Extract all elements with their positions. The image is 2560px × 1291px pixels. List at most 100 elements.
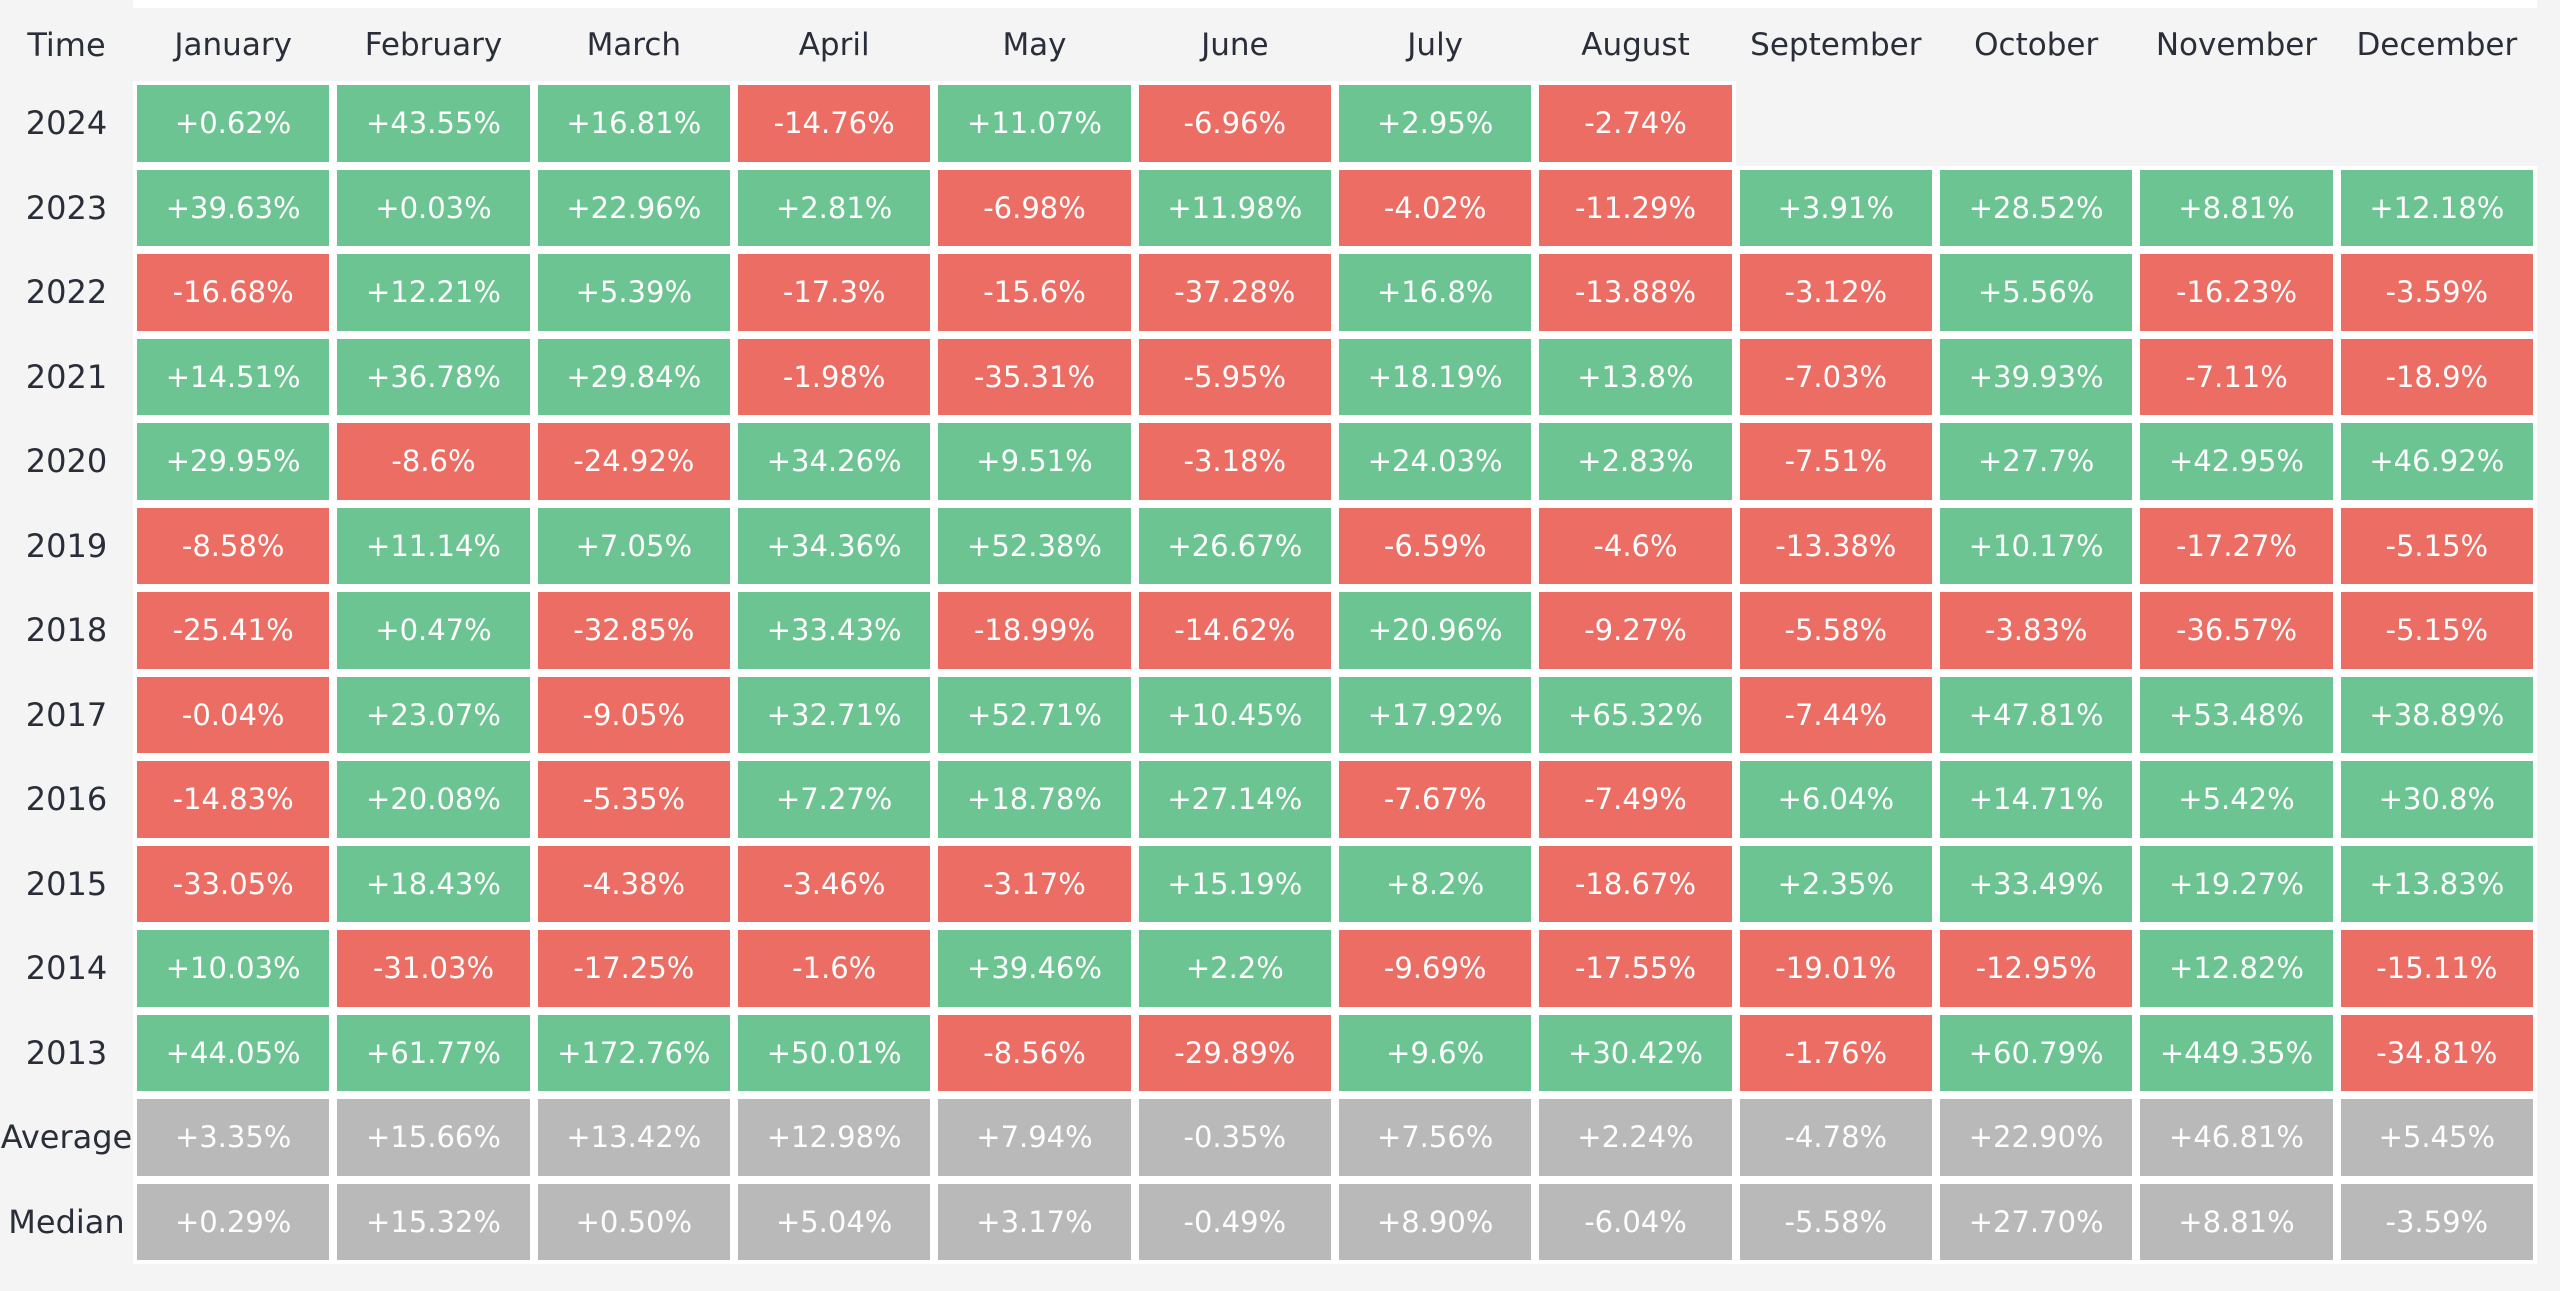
heatmap-cell: +27.70%: [1935, 1179, 2137, 1264]
heatmap-cell: -19.01%: [1735, 926, 1936, 1011]
heatmap-cell: +2.24%: [1535, 1095, 1736, 1180]
row-label-2019: 2019: [25, 526, 108, 565]
heatmap-cell: -18.67%: [1535, 841, 1736, 926]
heatmap-cell: -5.58%: [1735, 588, 1936, 673]
heatmap-cell: -7.11%: [2136, 334, 2337, 419]
heatmap-cell: +9.6%: [1334, 1010, 1536, 1095]
heatmap-cell: +16.8%: [1334, 250, 1536, 335]
heatmap-cell: -32.85%: [533, 588, 734, 673]
heatmap-cell: +29.84%: [533, 334, 734, 419]
row-label-2020: 2020: [25, 442, 108, 481]
heatmap-cell: -31.03%: [333, 926, 534, 1011]
heatmap-cell: +12.98%: [733, 1095, 935, 1180]
heatmap-cell: -1.6%: [733, 926, 935, 1011]
monthly-returns-heatmap: Time January February March April May June July…: [1, 25, 2537, 1264]
heatmap-cell: +5.45%: [2336, 1095, 2537, 1180]
heatmap-cell: -4.78%: [1735, 1095, 1936, 1180]
heatmap-cell: +30.8%: [2336, 757, 2537, 842]
heatmap-cell: +46.81%: [2136, 1095, 2337, 1180]
heatmap-cell: -3.83%: [1935, 588, 2137, 673]
heatmap-cell: -3.59%: [2336, 1179, 2537, 1264]
row-label-2022: 2022: [25, 273, 108, 312]
heatmap-cell: -12.95%: [1935, 926, 2137, 1011]
heatmap-cell: -18.99%: [934, 588, 1135, 673]
heatmap-cell: +8.81%: [2136, 165, 2337, 250]
month-header-april: April: [798, 26, 870, 63]
heatmap-cell: -4.02%: [1334, 165, 1536, 250]
heatmap-cell: +7.94%: [934, 1095, 1135, 1180]
heatmap-cell: -5.15%: [2336, 503, 2537, 588]
heatmap-cell: +11.98%: [1134, 165, 1335, 250]
heatmap-cell: -2.74%: [1535, 81, 1736, 166]
heatmap-cell: -0.35%: [1134, 1095, 1335, 1180]
heatmap-cell: +2.83%: [1535, 419, 1736, 504]
heatmap-cell: +47.81%: [1935, 672, 2137, 757]
heatmap-cell: +10.03%: [133, 926, 334, 1011]
heatmap-cell: +39.46%: [934, 926, 1135, 1011]
heatmap-cell: +3.35%: [133, 1095, 334, 1180]
heatmap-cell: +34.26%: [733, 419, 935, 504]
heatmap-cell: -1.76%: [1735, 1010, 1936, 1095]
heatmap-cell: +18.43%: [333, 841, 534, 926]
heatmap-cell: -35.31%: [934, 334, 1135, 419]
heatmap-cell: +52.38%: [934, 503, 1135, 588]
heatmap-cell: +19.27%: [2136, 841, 2337, 926]
heatmap-cell: +26.67%: [1134, 503, 1335, 588]
row-label-2015: 2015: [25, 864, 108, 903]
heatmap-cell: -4.6%: [1535, 503, 1736, 588]
month-header-july: July: [1407, 26, 1464, 63]
heatmap-cell: +5.39%: [533, 250, 734, 335]
heatmap-cell: -16.23%: [2136, 250, 2337, 335]
heatmap-cell: +2.95%: [1334, 81, 1536, 166]
heatmap-cell: -16.68%: [133, 250, 334, 335]
heatmap-cell: -14.62%: [1134, 588, 1335, 673]
heatmap-cell: -9.05%: [533, 672, 734, 757]
heatmap-cell: +17.92%: [1334, 672, 1536, 757]
heatmap-cell: -6.59%: [1334, 503, 1536, 588]
heatmap-cell: -7.49%: [1535, 757, 1736, 842]
heatmap-cell: -9.69%: [1334, 926, 1536, 1011]
heatmap-cell: -6.98%: [934, 165, 1135, 250]
heatmap-cell: +11.14%: [333, 503, 534, 588]
heatmap-cell: -14.83%: [133, 757, 334, 842]
heatmap-cell: -0.49%: [1134, 1179, 1335, 1264]
heatmap-cell: -17.25%: [533, 926, 734, 1011]
heatmap-cell: +29.95%: [133, 419, 334, 504]
heatmap-cell: -5.15%: [2336, 588, 2537, 673]
heatmap-cell: +16.81%: [533, 81, 734, 166]
heatmap-cell: +11.07%: [934, 81, 1135, 166]
heatmap-cell: +10.17%: [1935, 503, 2137, 588]
heatmap-cell: -33.05%: [133, 841, 334, 926]
heatmap-cell: +39.63%: [133, 165, 334, 250]
heatmap-cell: -5.35%: [533, 757, 734, 842]
month-header-january: January: [174, 26, 292, 63]
row-label-2018: 2018: [25, 611, 108, 650]
heatmap-cell: -17.27%: [2136, 503, 2337, 588]
heatmap-cell: -17.55%: [1535, 926, 1736, 1011]
month-header-december: December: [2356, 26, 2518, 63]
heatmap-cell: +7.56%: [1334, 1095, 1536, 1180]
heatmap-cell-empty: [1936, 81, 2136, 166]
time-column-header: Time: [27, 25, 106, 64]
heatmap-cell: +27.14%: [1134, 757, 1335, 842]
month-header-june: June: [1201, 26, 1269, 63]
heatmap-cell: +2.35%: [1735, 841, 1936, 926]
heatmap-cell: -7.44%: [1735, 672, 1936, 757]
heatmap-cell: -5.58%: [1735, 1179, 1936, 1264]
heatmap-cell: +12.18%: [2336, 165, 2537, 250]
heatmap-cell: -3.17%: [934, 841, 1135, 926]
heatmap-cell: -3.12%: [1735, 250, 1936, 335]
heatmap-cell: -6.04%: [1535, 1179, 1736, 1264]
heatmap-cell: +24.03%: [1334, 419, 1536, 504]
heatmap-cell: -8.6%: [333, 419, 534, 504]
heatmap-cell: -9.27%: [1535, 588, 1736, 673]
heatmap-cell: -17.3%: [733, 250, 935, 335]
heatmap-cell: +43.55%: [333, 81, 534, 166]
heatmap-cell: +27.7%: [1935, 419, 2137, 504]
heatmap-cell: +8.81%: [2136, 1179, 2337, 1264]
row-label-2024: 2024: [25, 104, 108, 143]
heatmap-cell: -5.95%: [1134, 334, 1335, 419]
month-header-october: October: [1974, 26, 2099, 63]
heatmap-cell: +12.21%: [333, 250, 534, 335]
table-top-edge: [133, 0, 2537, 8]
